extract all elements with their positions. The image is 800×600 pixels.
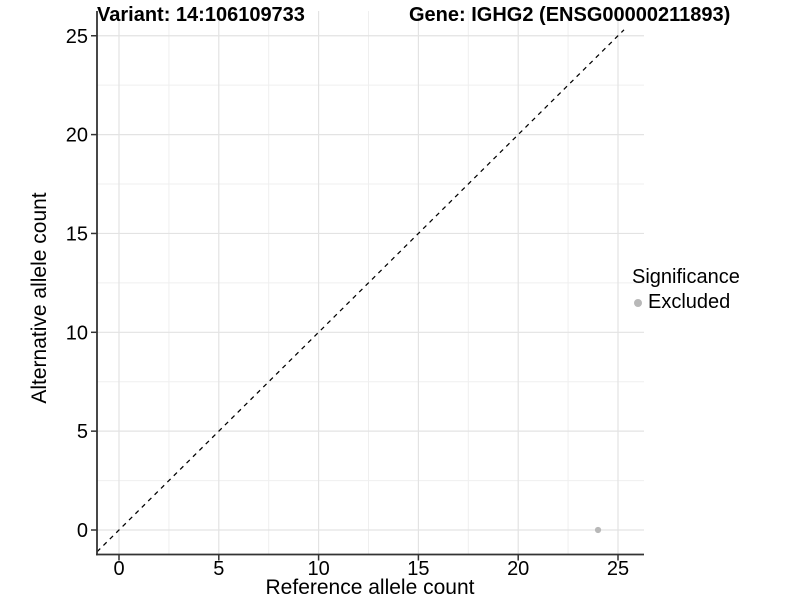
legend-item-label: Excluded — [648, 291, 731, 313]
x-tick-label: 0 — [113, 558, 124, 580]
identity-line — [96, 29, 625, 553]
y-tick-label: 10 — [66, 322, 88, 344]
x-tick-label: 15 — [407, 558, 429, 580]
plot-title-variant: Variant: 14:106109733 — [97, 4, 305, 26]
y-tick-label: 15 — [66, 223, 88, 245]
data-point — [594, 526, 602, 534]
y-tick-label: 5 — [77, 421, 88, 443]
x-tick-label: 10 — [307, 558, 329, 580]
y-tick-label: 25 — [66, 26, 88, 48]
y-tick-label: 0 — [77, 520, 88, 542]
y-tick-label: 20 — [66, 125, 88, 147]
x-tick-label: 25 — [607, 558, 629, 580]
legend-item-excluded: Excluded — [632, 291, 740, 314]
excluded-point-icon — [634, 298, 642, 307]
x-axis-title: Reference allele count — [265, 576, 475, 599]
plot-title-gene: Gene: IGHG2 (ENSG00000211893) — [409, 4, 731, 26]
x-tick-label: 20 — [507, 558, 529, 580]
legend: Significance Excluded — [632, 266, 740, 314]
x-tick-label: 5 — [213, 558, 224, 580]
legend-title: Significance — [632, 266, 740, 288]
y-axis-title: Alternative allele count — [28, 192, 51, 404]
